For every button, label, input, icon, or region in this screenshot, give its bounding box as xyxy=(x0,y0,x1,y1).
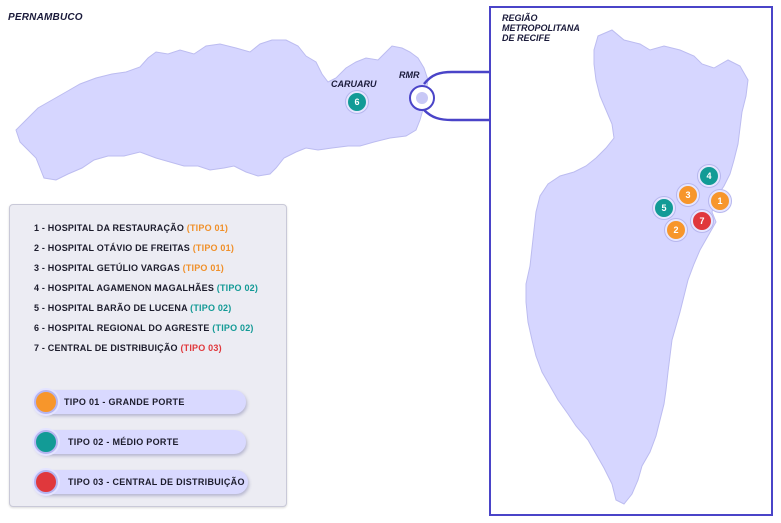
legend-item-name: 2 - HOSPITAL OTÁVIO DE FREITAS xyxy=(34,243,193,253)
category-tipo-02: TIPO 02 - MÉDIO PORTE xyxy=(34,430,246,454)
pernambuco-state-shape xyxy=(15,39,429,181)
marker-2[interactable]: 2 xyxy=(665,219,687,241)
legend-item-tipo: (TIPO 02) xyxy=(190,303,232,313)
region-title: REGIÃO METROPOLITANA DE RECIFE xyxy=(502,13,592,43)
marker-7[interactable]: 7 xyxy=(691,210,713,232)
rmr-label: RMR xyxy=(399,70,420,80)
rmr-region-shape xyxy=(525,29,749,505)
legend-item-tipo: (TIPO 01) xyxy=(182,263,224,273)
state-title: PERNAMBUCO xyxy=(8,12,83,23)
legend-item-name: 1 - HOSPITAL DA RESTAURAÇÃO xyxy=(34,223,187,233)
marker-5[interactable]: 5 xyxy=(653,197,675,219)
rmr-panel xyxy=(489,6,773,516)
legend-item-name: 4 - HOSPITAL AGAMENON MAGALHÃES xyxy=(34,283,217,293)
tipo-02-swatch xyxy=(34,430,58,454)
legend-item-tipo: (TIPO 02) xyxy=(216,283,259,293)
tipo-01-swatch xyxy=(34,390,58,414)
marker-6[interactable]: 6 xyxy=(346,91,368,113)
region-title-line: REGIÃO xyxy=(502,13,538,23)
legend-item-tipo: (TIPO 03) xyxy=(180,343,222,353)
legend-item-name: 7 - CENTRAL DE DISTRIBUIÇÃO xyxy=(34,343,181,353)
category-label: TIPO 02 - MÉDIO PORTE xyxy=(68,437,179,447)
legend-item-5: 5 - HOSPITAL BARÃO DE LUCENA (TIPO 02) xyxy=(34,302,258,322)
legend-item-name: 6 - HOSPITAL REGIONAL DO AGRESTE xyxy=(34,323,213,333)
legend-item-tipo: (TIPO 01) xyxy=(186,223,229,233)
legend-item-6: 6 - HOSPITAL REGIONAL DO AGRESTE (TIPO 0… xyxy=(34,322,258,342)
legend-item-4: 4 - HOSPITAL AGAMENON MAGALHÃES (TIPO 02… xyxy=(34,282,258,302)
legend-item-name: 3 - HOSPITAL GETÚLIO VARGAS xyxy=(34,263,183,273)
legend-item-name: 5 - HOSPITAL BARÃO DE LUCENA xyxy=(34,303,191,313)
hospital-list: 1 - HOSPITAL DA RESTAURAÇÃO (TIPO 01) 2 … xyxy=(34,222,258,362)
legend-panel xyxy=(9,204,287,507)
category-label: TIPO 03 - CENTRAL DE DISTRIBUIÇÃO xyxy=(68,477,245,487)
legend-item-3: 3 - HOSPITAL GETÚLIO VARGAS (TIPO 01) xyxy=(34,262,258,282)
legend-item-2: 2 - HOSPITAL OTÁVIO DE FREITAS (TIPO 01) xyxy=(34,242,258,262)
region-title-line: METROPOLITANA xyxy=(502,23,580,33)
region-title-line: DE RECIFE xyxy=(502,33,551,43)
caruaru-label: CARUARU xyxy=(331,79,377,89)
marker-4[interactable]: 4 xyxy=(698,165,720,187)
marker-3[interactable]: 3 xyxy=(677,184,699,206)
legend-item-tipo: (TIPO 02) xyxy=(212,323,254,333)
legend-item-7: 7 - CENTRAL DE DISTRIBUIÇÃO (TIPO 03) xyxy=(34,342,258,362)
marker-1[interactable]: 1 xyxy=(709,190,731,212)
legend-item-1: 1 - HOSPITAL DA RESTAURAÇÃO (TIPO 01) xyxy=(34,222,258,242)
legend-item-tipo: (TIPO 01) xyxy=(192,243,235,253)
tipo-03-swatch xyxy=(34,470,58,494)
category-tipo-01: TIPO 01 - GRANDE PORTE xyxy=(34,390,246,414)
category-label: TIPO 01 - GRANDE PORTE xyxy=(64,397,185,407)
rmr-location-dot xyxy=(409,85,435,111)
category-tipo-03: TIPO 03 - CENTRAL DE DISTRIBUIÇÃO xyxy=(34,470,248,494)
rmr-connector-line xyxy=(423,70,490,85)
rmr-connector-line-lower xyxy=(423,109,490,122)
